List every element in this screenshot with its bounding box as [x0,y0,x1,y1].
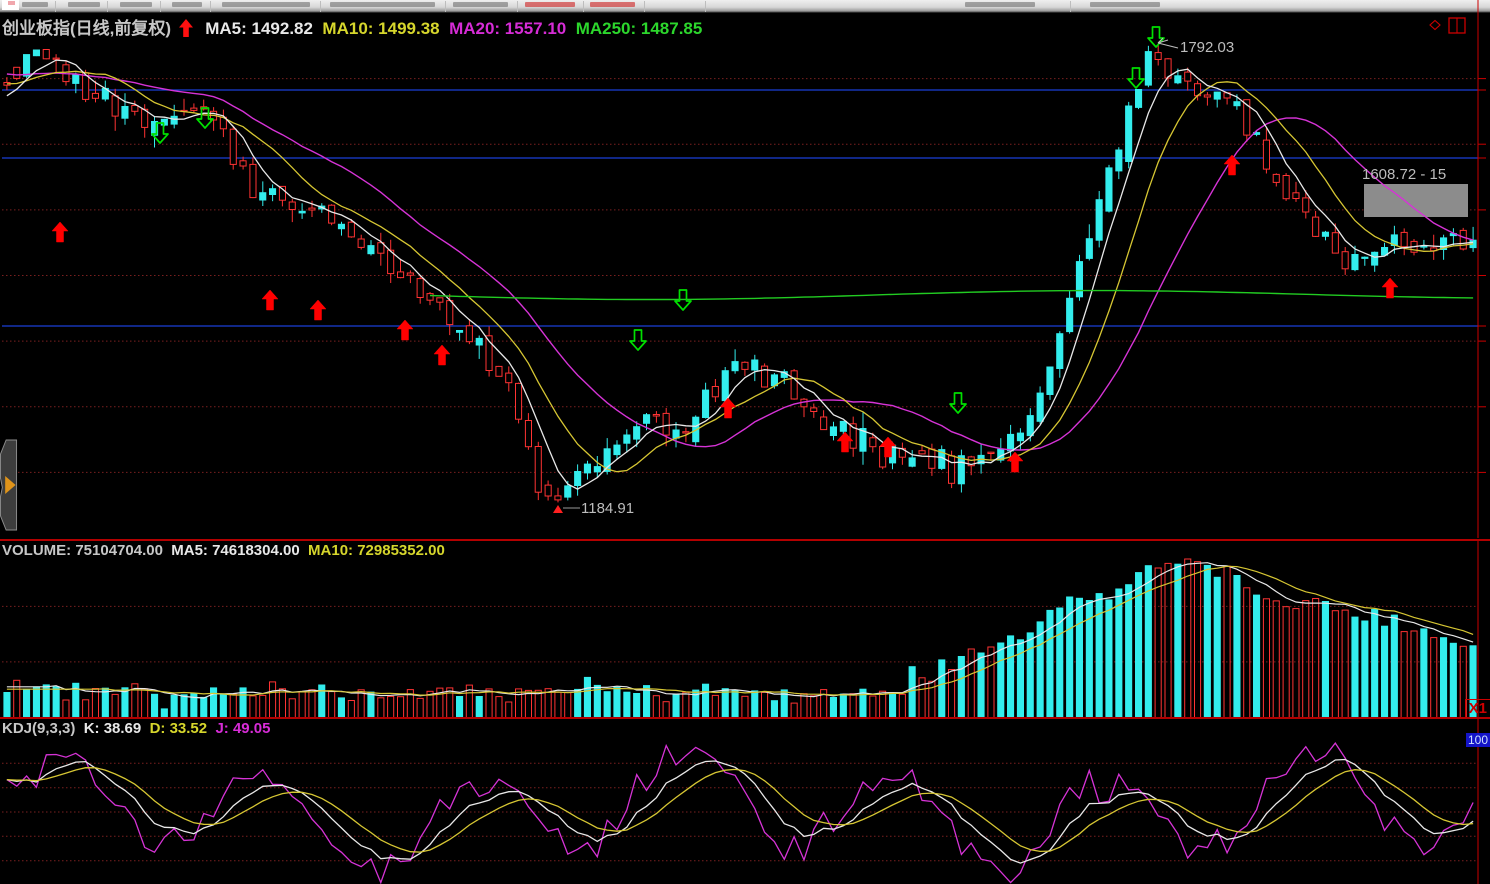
svg-text:1608.72 - 15: 1608.72 - 15 [1362,166,1446,183]
svg-text:1184.91: 1184.91 [581,500,634,517]
svg-text:1792.03: 1792.03 [1180,39,1234,56]
